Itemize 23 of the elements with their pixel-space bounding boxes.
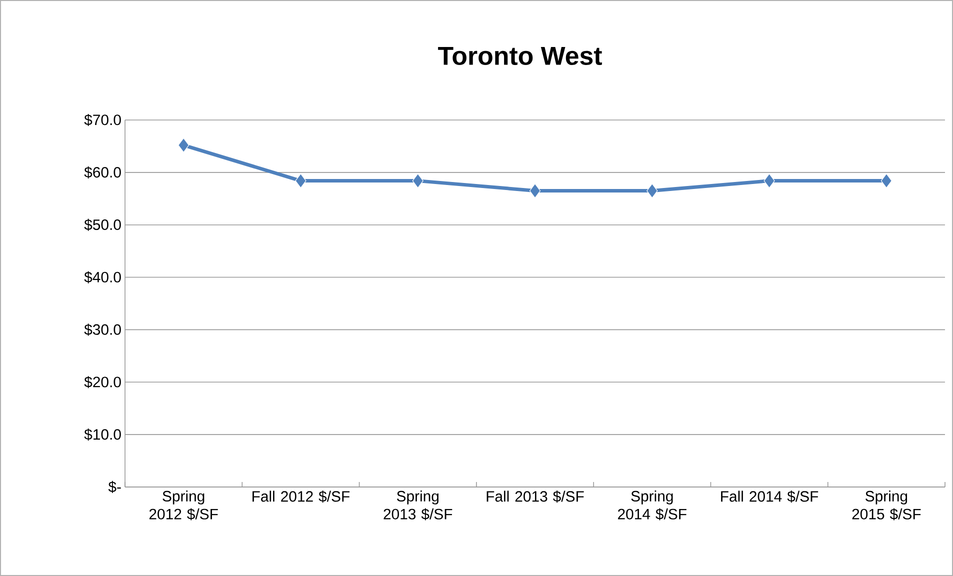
x-tick-label: Spring 2015 $/SF	[852, 490, 921, 520]
point	[412, 174, 424, 188]
y-tick-label: $40.0	[84, 271, 121, 284]
y-tick-label: $60.0	[84, 166, 121, 178]
x-tick-label: Fall 2012 $/SF	[252, 490, 350, 503]
point	[295, 174, 306, 188]
x-tick-label: Spring 2012 $/SF	[149, 490, 218, 520]
point	[764, 174, 775, 188]
point	[646, 183, 658, 198]
chart-title: Toronto West	[438, 46, 602, 66]
y-tick-label: $70.0	[84, 114, 121, 126]
y-tick-label: $10.0	[84, 428, 121, 441]
x-tick-label: Fall 2013 $/SF	[486, 490, 584, 503]
y-tick-label: $50.0	[84, 218, 121, 231]
y-tick-label: $-	[108, 480, 121, 494]
point	[178, 138, 190, 152]
x-tick-label: Fall 2014 $/SF	[721, 490, 818, 503]
x-tick-label: Spring 2014 $/SF	[618, 490, 686, 520]
point	[529, 183, 541, 198]
y-tick-label: $30.0	[84, 324, 121, 336]
x-tick-label: Spring 2013 $/SF	[384, 490, 452, 520]
y-tick-label: $20.0	[84, 376, 121, 388]
point	[880, 174, 892, 188]
